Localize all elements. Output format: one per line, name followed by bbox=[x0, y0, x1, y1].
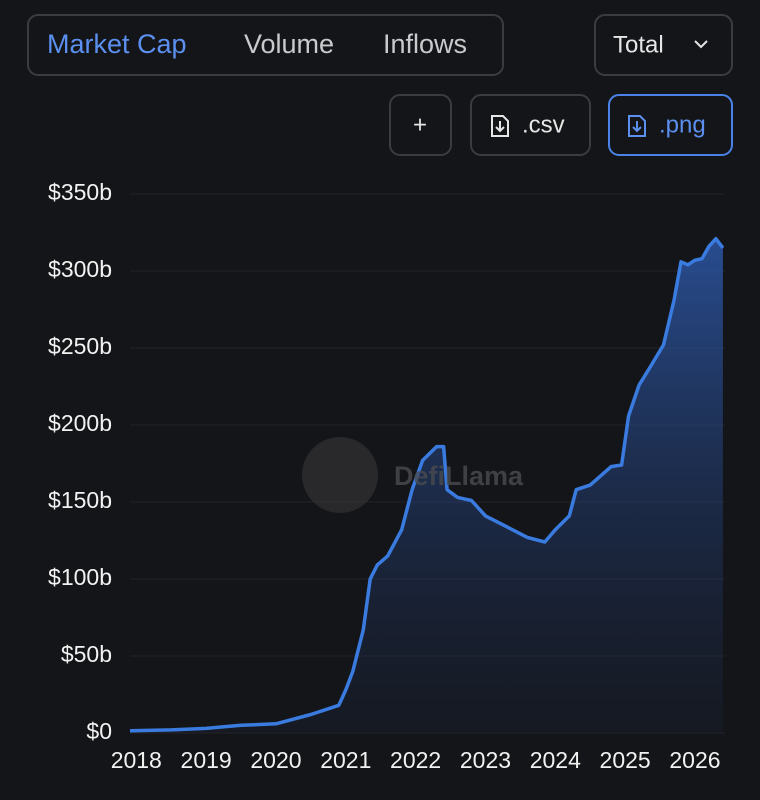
tab[interactable]: Inflows bbox=[383, 29, 467, 59]
watermark-logo bbox=[302, 437, 378, 513]
png-label: .png bbox=[659, 111, 706, 138]
y-tick-label: $200b bbox=[48, 410, 112, 436]
csv-button[interactable] bbox=[470, 94, 591, 156]
file-icon bbox=[491, 115, 509, 137]
x-tick-label: 2025 bbox=[600, 747, 651, 773]
y-tick-label: $250b bbox=[48, 333, 112, 359]
y-tick-label: $0 bbox=[86, 718, 112, 744]
y-tick-label: $300b bbox=[48, 256, 112, 282]
area bbox=[130, 238, 723, 733]
tab[interactable]: Volume bbox=[244, 29, 334, 59]
png-button[interactable] bbox=[608, 94, 733, 156]
x-tick-label: 2023 bbox=[460, 747, 511, 773]
x-tick-label: 2022 bbox=[390, 747, 441, 773]
add-button[interactable] bbox=[389, 94, 452, 156]
dropdown-label: Total bbox=[613, 31, 664, 58]
x-tick-label: 2018 bbox=[111, 747, 162, 773]
add-label: + bbox=[413, 111, 427, 138]
line bbox=[129, 236, 725, 733]
dropdown[interactable] bbox=[594, 14, 733, 76]
tab-group bbox=[27, 14, 504, 76]
file-icon bbox=[628, 115, 646, 137]
x-tick-label: 2021 bbox=[320, 747, 371, 773]
x-tick-label: 2024 bbox=[530, 747, 581, 773]
x-tick-label: 2026 bbox=[669, 747, 720, 773]
chevron bbox=[694, 40, 708, 49]
x-tick-label: 2019 bbox=[181, 747, 232, 773]
y-tick-label: $150b bbox=[48, 487, 112, 513]
tab[interactable]: Market Cap bbox=[47, 29, 187, 59]
plot: $0 $50b $100b $150b $200b $250b $300b $350b 2018… bbox=[48, 179, 725, 773]
y-tick-label: $100b bbox=[48, 564, 112, 590]
y-tick-label: $50b bbox=[61, 641, 112, 667]
csv-label: .csv bbox=[522, 111, 565, 138]
y-tick-label: $350b bbox=[48, 179, 112, 205]
x-tick-label: 2020 bbox=[250, 747, 301, 773]
watermark: DefiLlama bbox=[394, 461, 524, 491]
